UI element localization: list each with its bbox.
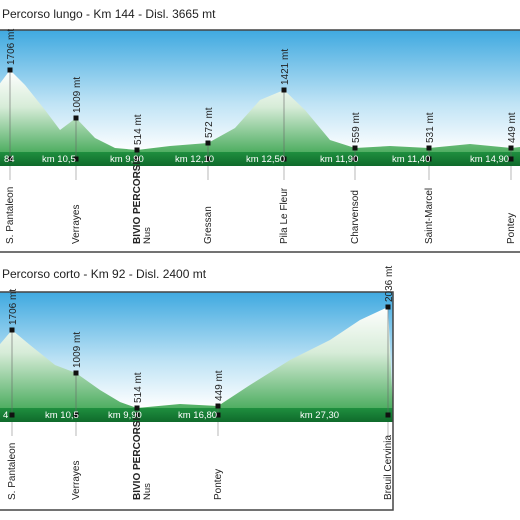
waypoint-marker xyxy=(205,140,211,146)
waypoint-marker xyxy=(134,147,140,153)
place-label: Saint-Marcel xyxy=(424,188,435,244)
elevation-label: 514 mt xyxy=(133,372,144,403)
panel-border xyxy=(0,291,394,511)
waypoint-marker xyxy=(73,370,79,376)
profile-panel: Percorso lungo - Km 144 - Disl. 3665 mt 1… xyxy=(0,7,520,253)
band-marker xyxy=(134,156,140,162)
distance-label: km 9,90 xyxy=(110,154,144,165)
place-label: Pontey xyxy=(506,213,517,244)
profile-title: Percorso corto - Km 92 - Disl. 2400 mt xyxy=(2,267,207,281)
place-label: S. Pantaleon xyxy=(7,443,18,500)
elevation-profile xyxy=(0,70,520,152)
waypoint-marker xyxy=(215,403,221,409)
band-marker xyxy=(385,412,391,418)
distance-label: km 10,5 xyxy=(45,410,79,421)
band-marker xyxy=(508,156,514,162)
distance-label: km 12,50 xyxy=(246,154,285,165)
distance-label: km 16,80 xyxy=(178,410,217,421)
distance-label: km 12,10 xyxy=(175,154,214,165)
elevation-label: 1421 mt xyxy=(280,49,291,85)
place-label: Verrayes xyxy=(71,205,82,244)
elevation-label: 1706 mt xyxy=(6,29,17,65)
elevation-label: 449 mt xyxy=(507,112,518,143)
place-label: BIVIO PERCORSI xyxy=(132,162,143,244)
elevation-label: 531 mt xyxy=(425,112,436,143)
elevation-label: 514 mt xyxy=(133,114,144,145)
profile-panel: Percorso corto - Km 92 - Disl. 2400 mt 17… xyxy=(0,266,395,511)
waypoint-marker xyxy=(134,405,140,411)
place-label: Gressan xyxy=(203,206,214,244)
band-marker xyxy=(73,412,79,418)
distance-label: km 10,5 xyxy=(42,154,76,165)
elevation-label: 572 mt xyxy=(204,107,215,138)
waypoint-marker xyxy=(281,87,287,93)
waypoint-marker xyxy=(385,304,391,310)
panel-border xyxy=(0,29,520,253)
distance-label: km 14,90 xyxy=(470,154,509,165)
waypoint-marker xyxy=(9,327,15,333)
waypoint-marker xyxy=(73,115,79,121)
distance-label: km 11,40 xyxy=(392,154,430,165)
elevation-profile xyxy=(0,307,393,408)
elevation-label: 449 mt xyxy=(214,370,225,401)
waypoint-marker xyxy=(508,145,514,151)
band-marker xyxy=(9,412,15,418)
distance-label: km 27,30 xyxy=(300,410,339,421)
place-sublabel: Nus xyxy=(142,227,153,244)
place-label: Charvensod xyxy=(350,190,361,244)
place-label: BIVIO PERCORSI xyxy=(132,418,143,500)
place-sublabel: Nus xyxy=(142,483,153,500)
distance-label: km 9,90 xyxy=(108,410,142,421)
route-band xyxy=(0,408,393,422)
place-label: Pontey xyxy=(213,469,224,500)
band-marker xyxy=(352,156,358,162)
route-band xyxy=(0,152,520,166)
band-marker xyxy=(205,156,211,162)
distance-label: 4 xyxy=(3,410,8,421)
place-label: Pila Le Fleur xyxy=(279,187,290,244)
band-marker xyxy=(426,156,432,162)
band-marker xyxy=(73,156,79,162)
elevation-label: 2036 mt xyxy=(384,266,395,302)
place-label: S. Pantaleon xyxy=(5,187,16,244)
waypoint-marker xyxy=(7,67,13,73)
distance-label: km 11,90 xyxy=(320,154,358,165)
elevation-label: 1706 mt xyxy=(8,289,19,325)
elevation-label: 1009 mt xyxy=(72,77,83,113)
elevation-label: 559 mt xyxy=(351,112,362,143)
profile-title: Percorso lungo - Km 144 - Disl. 3665 mt xyxy=(2,7,216,21)
waypoint-marker xyxy=(426,145,432,151)
distance-label: 84 xyxy=(4,154,15,165)
band-marker xyxy=(7,156,13,162)
elevation-label: 1009 mt xyxy=(72,332,83,368)
place-label: Verrayes xyxy=(71,461,82,500)
place-label: Breuil Cervinia xyxy=(383,435,394,500)
band-marker xyxy=(215,412,221,418)
band-marker xyxy=(134,412,140,418)
waypoint-marker xyxy=(352,145,358,151)
band-marker xyxy=(281,156,287,162)
